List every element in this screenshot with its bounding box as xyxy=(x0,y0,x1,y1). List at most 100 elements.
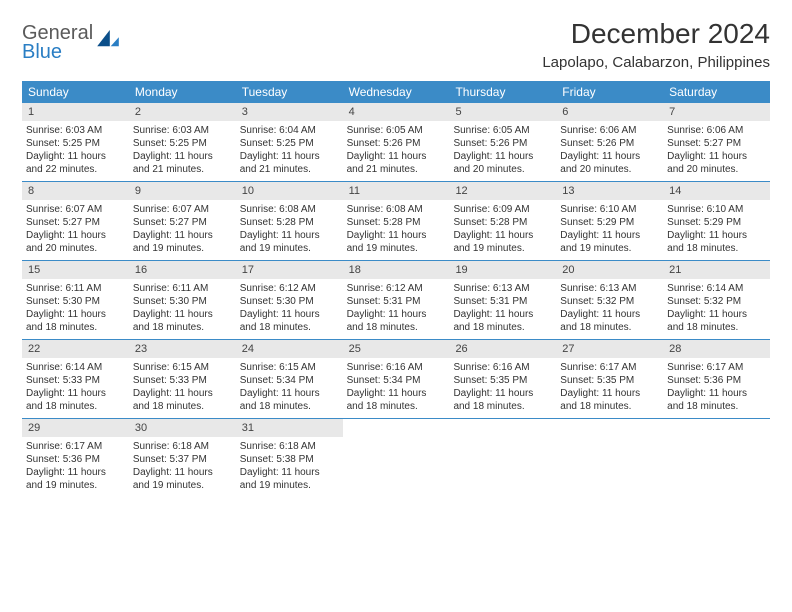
sunrise-text: Sunrise: 6:14 AM xyxy=(667,282,766,295)
page: General Blue December 2024 Lapolapo, Cal… xyxy=(0,0,792,497)
day-body: Sunrise: 6:05 AMSunset: 5:26 PMDaylight:… xyxy=(449,121,556,179)
sunset-text: Sunset: 5:36 PM xyxy=(667,374,766,387)
sunrise-text: Sunrise: 6:18 AM xyxy=(133,440,232,453)
daylight-text: and 21 minutes. xyxy=(347,163,446,176)
brand-text: General Blue xyxy=(22,24,93,62)
day-number: 2 xyxy=(129,103,236,121)
day-body: Sunrise: 6:12 AMSunset: 5:31 PMDaylight:… xyxy=(343,279,450,337)
day-cell: 6 Sunrise: 6:06 AMSunset: 5:26 PMDaylight… xyxy=(556,103,663,181)
daylight-text: Daylight: 11 hours xyxy=(560,387,659,400)
sunset-text: Sunset: 5:30 PM xyxy=(26,295,125,308)
daylight-text: Daylight: 11 hours xyxy=(667,150,766,163)
day-number: 17 xyxy=(236,261,343,279)
daylight-text: Daylight: 11 hours xyxy=(133,150,232,163)
daylight-text: and 21 minutes. xyxy=(240,163,339,176)
day-body: Sunrise: 6:17 AMSunset: 5:35 PMDaylight:… xyxy=(556,358,663,416)
day-number: 31 xyxy=(236,419,343,437)
sunset-text: Sunset: 5:27 PM xyxy=(667,137,766,150)
sunrise-text: Sunrise: 6:09 AM xyxy=(453,203,552,216)
weekday-header: Saturday xyxy=(663,81,770,103)
day-body: Sunrise: 6:17 AMSunset: 5:36 PMDaylight:… xyxy=(663,358,770,416)
day-number: 9 xyxy=(129,182,236,200)
day-body: Sunrise: 6:03 AMSunset: 5:25 PMDaylight:… xyxy=(129,121,236,179)
calendar: Sunday Monday Tuesday Wednesday Thursday… xyxy=(22,81,770,497)
daylight-text: and 18 minutes. xyxy=(26,321,125,334)
sunrise-text: Sunrise: 6:16 AM xyxy=(453,361,552,374)
sunrise-text: Sunrise: 6:11 AM xyxy=(26,282,125,295)
day-number: 3 xyxy=(236,103,343,121)
day-body: Sunrise: 6:18 AMSunset: 5:37 PMDaylight:… xyxy=(129,437,236,495)
daylight-text: and 18 minutes. xyxy=(347,400,446,413)
day-number: 13 xyxy=(556,182,663,200)
day-number: 14 xyxy=(663,182,770,200)
daylight-text: Daylight: 11 hours xyxy=(347,229,446,242)
day-body: Sunrise: 6:16 AMSunset: 5:34 PMDaylight:… xyxy=(343,358,450,416)
daylight-text: and 20 minutes. xyxy=(560,163,659,176)
daylight-text: Daylight: 11 hours xyxy=(26,387,125,400)
day-body: Sunrise: 6:08 AMSunset: 5:28 PMDaylight:… xyxy=(343,200,450,258)
sunset-text: Sunset: 5:25 PM xyxy=(133,137,232,150)
day-cell: 3Sunrise: 6:04 AMSunset: 5:25 PMDaylight… xyxy=(236,103,343,181)
sunset-text: Sunset: 5:35 PM xyxy=(453,374,552,387)
sunrise-text: Sunrise: 6:03 AM xyxy=(133,124,232,137)
day-cell: 12Sunrise: 6:09 AMSunset: 5:28 PMDayligh… xyxy=(449,182,556,260)
daylight-text: and 20 minutes. xyxy=(453,163,552,176)
daylight-text: and 18 minutes. xyxy=(667,400,766,413)
day-cell: 10Sunrise: 6:08 AMSunset: 5:28 PMDayligh… xyxy=(236,182,343,260)
daylight-text: Daylight: 11 hours xyxy=(26,150,125,163)
daylight-text: Daylight: 11 hours xyxy=(26,308,125,321)
sunset-text: Sunset: 5:30 PM xyxy=(133,295,232,308)
daylight-text: Daylight: 11 hours xyxy=(667,229,766,242)
day-body: Sunrise: 6:07 AMSunset: 5:27 PMDaylight:… xyxy=(129,200,236,258)
sunrise-text: Sunrise: 6:17 AM xyxy=(560,361,659,374)
daylight-text: and 21 minutes. xyxy=(133,163,232,176)
daylight-text: Daylight: 11 hours xyxy=(133,387,232,400)
day-body: Sunrise: 6:08 AMSunset: 5:28 PMDaylight:… xyxy=(236,200,343,258)
daylight-text: and 18 minutes. xyxy=(667,242,766,255)
sunset-text: Sunset: 5:26 PM xyxy=(560,137,659,150)
sunset-text: Sunset: 5:36 PM xyxy=(26,453,125,466)
daylight-text: Daylight: 11 hours xyxy=(560,150,659,163)
day-number: 30 xyxy=(129,419,236,437)
daylight-text: and 18 minutes. xyxy=(453,321,552,334)
sunrise-text: Sunrise: 6:06 AM xyxy=(560,124,659,137)
day-cell: 11Sunrise: 6:08 AMSunset: 5:28 PMDayligh… xyxy=(343,182,450,260)
sunrise-text: Sunrise: 6:13 AM xyxy=(560,282,659,295)
sunrise-text: Sunrise: 6:05 AM xyxy=(453,124,552,137)
day-cell: 7Sunrise: 6:06 AMSunset: 5:27 PMDaylight… xyxy=(663,103,770,181)
day-number: 6 xyxy=(556,103,663,121)
sunset-text: Sunset: 5:37 PM xyxy=(133,453,232,466)
brand-logo: General Blue xyxy=(22,18,119,62)
month-title: December 2024 xyxy=(542,18,770,50)
daylight-text: and 20 minutes. xyxy=(26,242,125,255)
day-cell: 21Sunrise: 6:14 AMSunset: 5:32 PMDayligh… xyxy=(663,261,770,339)
day-body: Sunrise: 6:12 AMSunset: 5:30 PMDaylight:… xyxy=(236,279,343,337)
day-cell: 30Sunrise: 6:18 AMSunset: 5:37 PMDayligh… xyxy=(129,419,236,497)
day-number: 16 xyxy=(129,261,236,279)
day-number: 11 xyxy=(343,182,450,200)
daylight-text: Daylight: 11 hours xyxy=(347,387,446,400)
day-cell: 19Sunrise: 6:13 AMSunset: 5:31 PMDayligh… xyxy=(449,261,556,339)
daylight-text: Daylight: 11 hours xyxy=(133,229,232,242)
week-row: 29Sunrise: 6:17 AMSunset: 5:36 PMDayligh… xyxy=(22,418,770,497)
sunrise-text: Sunrise: 6:12 AM xyxy=(240,282,339,295)
sunset-text: Sunset: 5:27 PM xyxy=(26,216,125,229)
day-cell: 5Sunrise: 6:05 AMSunset: 5:26 PMDaylight… xyxy=(449,103,556,181)
daylight-text: and 18 minutes. xyxy=(347,321,446,334)
sunset-text: Sunset: 5:38 PM xyxy=(240,453,339,466)
daylight-text: and 18 minutes. xyxy=(133,321,232,334)
day-cell: 1Sunrise: 6:03 AMSunset: 5:25 PMDaylight… xyxy=(22,103,129,181)
day-number: 21 xyxy=(663,261,770,279)
daylight-text: Daylight: 11 hours xyxy=(453,150,552,163)
daylight-text: and 19 minutes. xyxy=(26,479,125,492)
day-body: Sunrise: 6:05 AMSunset: 5:26 PMDaylight:… xyxy=(343,121,450,179)
day-cell: 23Sunrise: 6:15 AMSunset: 5:33 PMDayligh… xyxy=(129,340,236,418)
daylight-text: and 18 minutes. xyxy=(453,400,552,413)
sunset-text: Sunset: 5:28 PM xyxy=(453,216,552,229)
weekday-header: Thursday xyxy=(449,81,556,103)
daylight-text: and 19 minutes. xyxy=(453,242,552,255)
day-number: 29 xyxy=(22,419,129,437)
sunset-text: Sunset: 5:31 PM xyxy=(453,295,552,308)
day-body: Sunrise: 6:17 AMSunset: 5:36 PMDaylight:… xyxy=(22,437,129,495)
day-number: 28 xyxy=(663,340,770,358)
